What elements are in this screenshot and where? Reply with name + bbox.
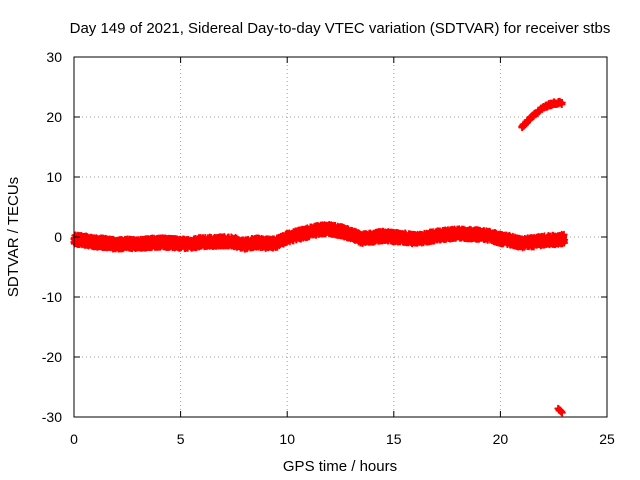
- data-points: [70, 97, 568, 417]
- series-main-track: [70, 220, 568, 253]
